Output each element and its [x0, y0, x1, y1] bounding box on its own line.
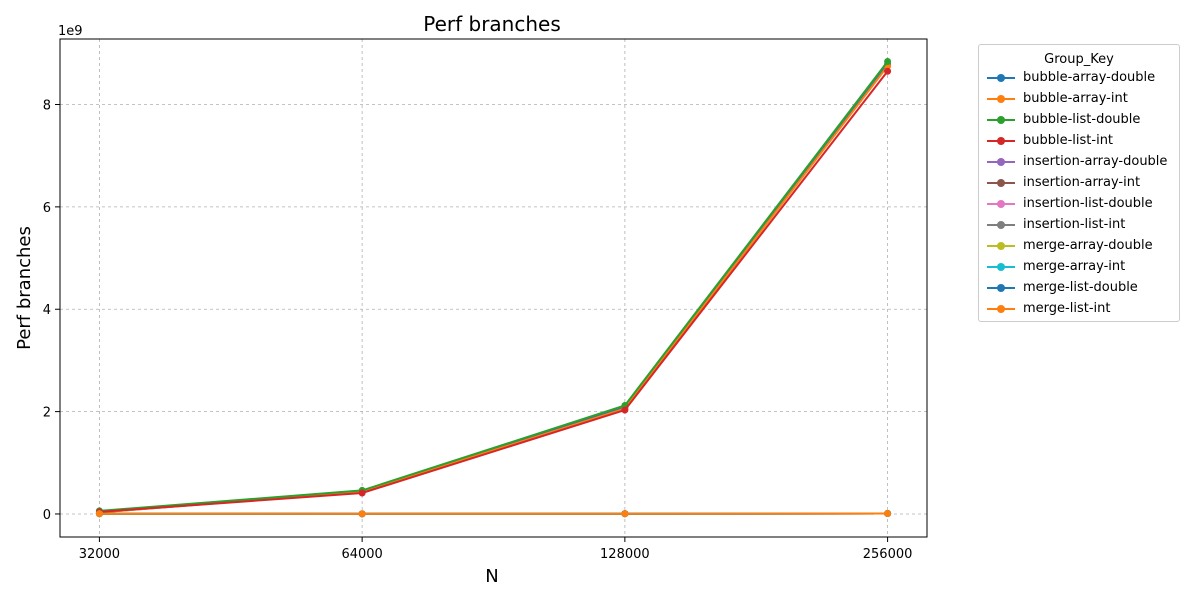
legend-marker [997, 284, 1005, 292]
y-tick-label: 4 [43, 303, 51, 318]
data-point [621, 406, 629, 414]
legend-item: bubble-array-int [979, 88, 1179, 109]
legend-label: bubble-array-double [1023, 70, 1156, 85]
series-line [99, 63, 889, 514]
legend-item: bubble-list-double [979, 109, 1179, 130]
legend-marker [997, 305, 1005, 313]
legend-marker [997, 116, 1005, 124]
chart-title: Perf branches [423, 12, 561, 36]
legend: Group_Key bubble-array-double bubble-arra… [978, 44, 1180, 322]
legend-marker [997, 158, 1005, 166]
legend-marker [997, 242, 1005, 250]
legend-item: insertion-list-double [979, 193, 1179, 214]
data-point [358, 510, 366, 518]
legend-marker [997, 263, 1005, 271]
x-tick-label: 256000 [863, 547, 913, 562]
data-point [621, 510, 629, 518]
series-bubble-list-double [95, 58, 892, 515]
legend-label: bubble-list-int [1023, 133, 1114, 148]
y-scale-label: 1e9 [58, 24, 83, 39]
y-tick-label: 8 [43, 99, 51, 114]
legend-items: bubble-array-double bubble-array-int bubbl… [979, 67, 1179, 319]
legend-item: insertion-array-int [979, 172, 1179, 193]
x-axis-label: N [485, 566, 498, 587]
legend-marker [997, 221, 1005, 229]
legend-item: insertion-array-double [979, 151, 1179, 172]
legend-label: merge-list-double [1023, 280, 1138, 295]
x-tick-label: 64000 [341, 547, 382, 562]
data-point [884, 67, 892, 75]
legend-label: insertion-list-int [1023, 217, 1126, 232]
legend-marker [997, 179, 1005, 187]
y-tick-label: 2 [43, 406, 51, 421]
legend-marker [997, 200, 1005, 208]
series-line [99, 60, 889, 512]
x-axis-ticks: 32000 64000 128000 256000 [79, 537, 913, 562]
legend-label: bubble-array-int [1023, 91, 1128, 106]
legend-item: merge-array-double [979, 235, 1179, 256]
legend-label: merge-array-double [1023, 238, 1153, 253]
y-tick-label: 0 [43, 508, 51, 523]
data-point [884, 509, 892, 517]
series-line [99, 70, 889, 513]
legend-label: merge-array-int [1023, 259, 1126, 274]
legend-label: insertion-array-double [1023, 154, 1168, 169]
legend-marker [997, 137, 1005, 145]
legend-item: bubble-array-double [979, 67, 1179, 88]
legend-item: merge-list-int [979, 298, 1179, 319]
data-point [358, 489, 366, 497]
legend-label: insertion-array-int [1023, 175, 1141, 190]
legend-item: bubble-list-int [979, 130, 1179, 151]
series-line [99, 65, 889, 514]
legend-label: insertion-list-double [1023, 196, 1153, 211]
y-axis-ticks: 0 2 4 6 8 [43, 99, 60, 523]
legend-item: merge-list-double [979, 277, 1179, 298]
y-tick-label: 6 [43, 201, 51, 216]
plot-area-frame [59, 38, 928, 538]
data-point [95, 510, 103, 518]
legend-marker [997, 74, 1005, 82]
data-point [884, 58, 892, 66]
legend-marker [997, 95, 1005, 103]
y-axis-label: Perf branches [14, 226, 35, 350]
legend-item: merge-array-int [979, 256, 1179, 277]
x-tick-label: 32000 [79, 547, 120, 562]
legend-label: merge-list-int [1023, 301, 1111, 316]
legend-title: Group_Key [1044, 52, 1114, 67]
x-tick-label: 128000 [600, 547, 650, 562]
grid [60, 39, 927, 537]
legend-item: insertion-list-int [979, 214, 1179, 235]
series-lines [95, 58, 892, 518]
legend-label: bubble-list-double [1023, 112, 1141, 127]
series-merge-list-int [95, 509, 892, 518]
